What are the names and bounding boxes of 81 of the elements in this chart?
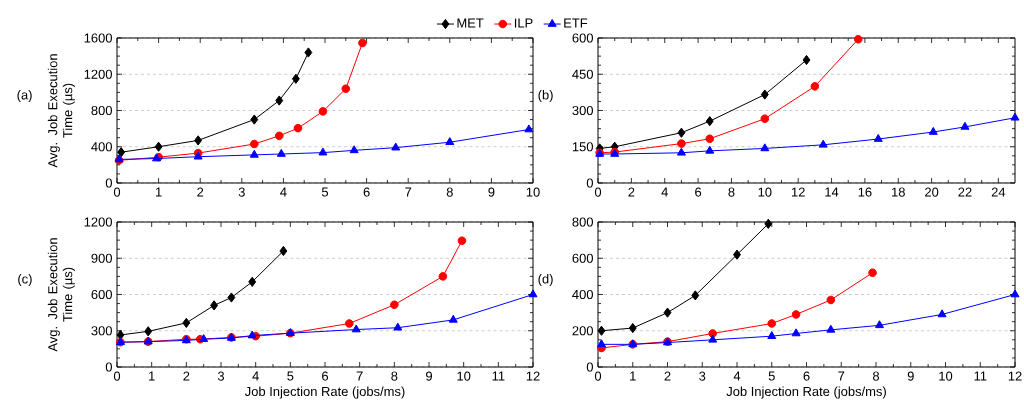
x-tick-label: 8	[872, 371, 880, 381]
y-tick-label: 1200	[84, 217, 112, 227]
x-tick-label: 8	[728, 187, 735, 197]
x-tick-label: 12	[526, 371, 540, 381]
x-tick-label: 5	[287, 371, 294, 381]
y-tick-label: 0	[105, 178, 112, 188]
y-tick-label: 0	[105, 362, 112, 372]
x-tick-label: 5	[768, 371, 775, 381]
y-axis-title: Avg. Job Execution Time (µs)	[47, 238, 75, 352]
x-tick-label: 0	[594, 187, 602, 197]
legend-label: MET	[457, 18, 484, 28]
x-tick-label: 10	[758, 187, 772, 197]
text: (d)	[538, 273, 553, 287]
text: (b)	[538, 89, 553, 103]
x-tick-label: 11	[974, 371, 987, 381]
x-tick-label: 2	[197, 187, 204, 197]
x-tick-label: 6	[363, 187, 370, 197]
x-axis-title: Job Injection Rate (jobs/ms)	[726, 386, 886, 399]
x-tick-label: 9	[426, 371, 432, 381]
x-tick-label: 9	[907, 371, 914, 381]
x-tick-label: 1	[630, 371, 636, 381]
y-tick-label: 150	[572, 142, 593, 152]
y-tick-label: 900	[91, 253, 112, 263]
text: (a)	[17, 89, 32, 103]
x-tick-label: 12	[1008, 371, 1022, 381]
x-tick-label: 20	[925, 187, 939, 197]
y-tick-label: 1600	[84, 33, 112, 43]
x-tick-label: 0	[113, 371, 121, 381]
x-tick-label: 8	[446, 187, 453, 197]
y-tick-label: 600	[572, 253, 593, 263]
x-tick-label: 3	[217, 371, 225, 381]
x-tick-label: 7	[838, 371, 845, 381]
x-tick-label: 0	[113, 187, 121, 197]
legend-label: ILP	[514, 18, 533, 28]
x-tick-label: 10	[939, 371, 953, 381]
x-tick-label: 8	[391, 371, 398, 381]
x-tick-label: 4	[733, 371, 741, 381]
y-tick-label: 800	[572, 217, 593, 227]
x-tick-label: 7	[356, 371, 363, 381]
y-tick-label: 400	[572, 289, 593, 300]
y-tick-label: 0	[586, 362, 593, 372]
x-tick-label: 9	[488, 187, 495, 197]
x-tick-label: 3	[699, 371, 706, 381]
x-tick-label: 16	[858, 187, 872, 197]
x-tick-label: 6	[322, 371, 329, 381]
x-tick-label: 4	[252, 371, 259, 381]
text: (c)	[18, 273, 32, 287]
x-tick-label: 0	[594, 371, 602, 381]
x-axis-title: Job Injection Rate (jobs/ms)	[244, 386, 405, 399]
y-tick-label: 600	[572, 33, 593, 43]
y-tick-label: 300	[572, 105, 593, 116]
x-tick-label: 2	[183, 371, 190, 381]
x-tick-label: 24	[991, 187, 1006, 197]
x-tick-label: 14	[825, 187, 839, 197]
x-tick-label: 12	[791, 187, 805, 197]
x-tick-label: 4	[661, 187, 668, 197]
x-tick-label: 7	[405, 187, 412, 197]
x-tick-label: 1	[149, 371, 155, 381]
x-tick-label: 6	[803, 371, 810, 381]
y-tick-label: 450	[572, 69, 593, 79]
y-tick-label: 800	[91, 105, 112, 116]
y-tick-label: 400	[91, 142, 112, 152]
x-tick-label: 22	[958, 187, 972, 197]
x-tick-label: 1	[155, 187, 162, 197]
x-tick-label: 10	[526, 187, 540, 197]
x-tick-label: 2	[628, 187, 635, 197]
y-tick-label: 300	[91, 326, 112, 336]
x-tick-label: 6	[695, 187, 702, 197]
y-tick-label: 600	[91, 289, 112, 300]
x-tick-label: 5	[321, 187, 329, 197]
x-tick-label: 18	[892, 187, 905, 197]
x-tick-label: 2	[664, 371, 671, 381]
legend-label: ETF	[564, 18, 588, 28]
y-axis-title: Avg. Job Execution Time (µs)	[47, 54, 75, 168]
x-tick-label: 4	[280, 187, 287, 197]
y-tick-label: 0	[586, 178, 593, 188]
x-tick-label: 3	[238, 187, 245, 197]
y-tick-label: 200	[572, 326, 593, 336]
y-tick-label: 1200	[84, 69, 112, 79]
x-tick-label: 10	[457, 371, 471, 381]
x-tick-label: 11	[492, 371, 505, 381]
